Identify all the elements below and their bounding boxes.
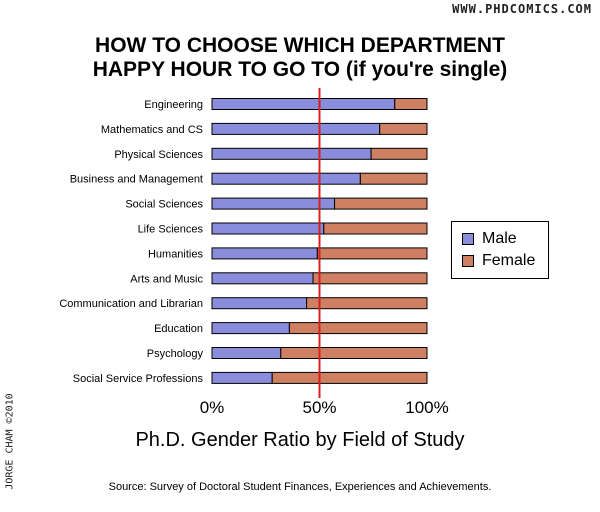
chart-title-line-2: HAPPY HOUR TO GO TO (if you're single) [92,58,508,81]
source-note: Source: Survey of Doctoral Student Finan… [108,481,492,493]
chart-title-line-1: HOW TO CHOOSE WHICH DEPARTMENT [95,34,505,57]
category-label: Physical Sciences [114,149,203,161]
bar-male [211,147,372,160]
comic-chart: WWW.PHDCOMICS.COM HOW TO CHOOSE WHICH DE… [5,2,592,493]
legend-item-male: Male [462,230,517,248]
bar-female [288,322,428,335]
x-tick-label: 50% [302,398,336,417]
bar-male [211,371,273,384]
category-label: Psychology [147,348,204,360]
bar-female [323,222,428,235]
x-tick-label: 100% [405,398,448,417]
bar-female [306,297,428,310]
legend: Male Female [451,221,549,279]
site-url[interactable]: WWW.PHDCOMICS.COM [452,2,592,16]
category-label: Life Sciences [138,224,204,236]
bar-female [280,347,428,359]
bar-male [211,272,314,285]
category-label: Education [154,323,203,335]
category-label: Communication and Librarian [59,298,203,310]
category-label: Social Service Professions [73,373,204,385]
bar-male [211,98,396,110]
author-credit: JORGE CHAM ©2010 [4,393,16,490]
bar-female [379,122,428,135]
bar-female [394,98,428,110]
bar-male [211,222,325,235]
legend-swatch-female [462,255,474,267]
bar-female [370,147,428,160]
bar-male [211,197,336,210]
bar-female [312,272,428,285]
category-label: Social Sciences [125,199,203,211]
bar-male [211,322,290,335]
bar-male [211,122,381,135]
bar-female [334,197,428,210]
category-label: Business and Management [70,174,203,186]
bar-male [211,247,318,260]
bar-female [359,172,428,185]
legend-label-female: Female [482,252,536,269]
category-label: Humanities [148,248,204,260]
bar-female [316,247,428,260]
bar-plot: Engineering Mathematics and CS Physical Sc… [59,88,449,417]
category-label: Arts and Music [130,273,203,285]
category-label: Mathematics and CS [101,124,203,136]
category-label: Engineering [144,99,203,111]
legend-label-male: Male [482,230,517,247]
bar-male [211,172,361,185]
bar-female [271,371,428,384]
x-tick-label: 0% [200,398,225,417]
bar-male [211,347,282,359]
bar-male [211,297,308,310]
chart-subtitle: Ph.D. Gender Ratio by Field of Study [135,429,465,451]
legend-item-female: Female [462,252,535,270]
legend-swatch-male [462,233,474,245]
